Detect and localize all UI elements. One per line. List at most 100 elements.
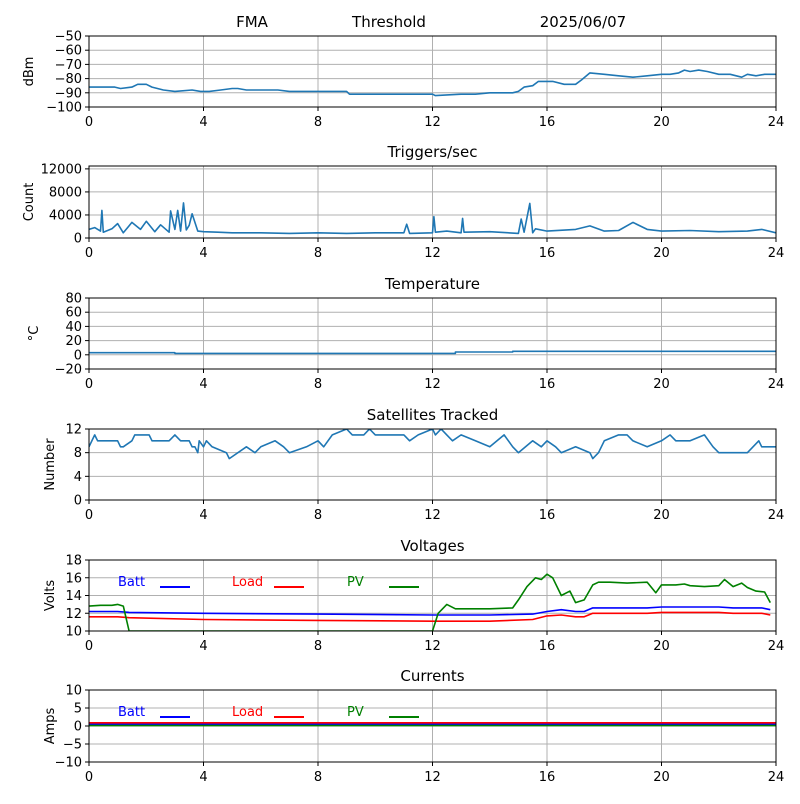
y-axis-label: Amps <box>43 707 58 744</box>
x-tick-label: 4 <box>199 508 207 523</box>
y-tick-label: 8000 <box>49 185 82 200</box>
x-tick-label: 20 <box>653 246 670 261</box>
x-tick-label: 4 <box>199 246 207 261</box>
panel-voltages: 0 4 8 12 16 20 24 10 12 14 16 18 Voltages Volts Batt Lo… <box>43 537 784 654</box>
y-tick-label: 40 <box>65 320 82 335</box>
x-tick-label: 24 <box>768 115 785 130</box>
y-axis-label: Volts <box>43 580 58 612</box>
x-tick-label: 20 <box>653 377 670 392</box>
legend-label-batt: Batt <box>118 575 145 590</box>
y-tick-label: 18 <box>65 554 82 569</box>
legend-label-batt: Batt <box>118 705 145 720</box>
panel-threshold: 0 4 8 12 16 20 24 −100−90−80−70−60−50 dBm <box>22 30 784 131</box>
y-tick-label: 8 <box>74 446 82 461</box>
y-axis-label: Number <box>43 438 58 491</box>
x-tick-label: 4 <box>199 770 207 785</box>
series-line-pv <box>89 573 772 631</box>
y-tick-label: −20 <box>55 363 82 378</box>
panel-title: Triggers/sec <box>387 143 478 161</box>
legend-label-load: Load <box>232 575 263 590</box>
x-tick-label: 12 <box>424 508 441 523</box>
panel-satellites: 0 4 8 12 16 20 24 0 4 8 12 Satellites Tracked Number <box>43 406 784 523</box>
y-tick-label: 12 <box>65 607 82 622</box>
y-tick-label: 5 <box>74 702 82 717</box>
series-line <box>89 350 776 355</box>
legend-label-pv: PV <box>347 575 364 590</box>
panel-title: Voltages <box>400 537 464 555</box>
y-tick-label: 80 <box>65 292 82 307</box>
x-tick-label: 0 <box>85 246 93 261</box>
x-tick-label: 0 <box>85 770 93 785</box>
y-tick-label: 4000 <box>49 208 82 223</box>
x-tick-label: 4 <box>199 377 207 392</box>
x-tick-label: 0 <box>85 639 93 654</box>
series-line <box>89 69 776 97</box>
y-tick-label: −100 <box>46 101 82 116</box>
y-tick-label: 14 <box>65 589 82 604</box>
x-tick-label: 24 <box>768 377 785 392</box>
x-tick-label: 12 <box>424 246 441 261</box>
y-tick-label: 0 <box>74 720 82 735</box>
y-tick-label: 12 <box>65 423 82 438</box>
x-tick-label: 8 <box>314 246 322 261</box>
x-tick-label: 8 <box>314 115 322 130</box>
panel-triggers: 0 4 8 12 16 20 24 0 4000 8000 12000 Triggers/sec Cou… <box>22 143 784 261</box>
x-tick-label: 20 <box>653 508 670 523</box>
y-tick-label: −60 <box>55 44 82 59</box>
x-tick-label: 16 <box>539 246 556 261</box>
y-tick-label: 0 <box>74 348 82 363</box>
y-tick-label: 10 <box>65 625 82 640</box>
x-tick-label: 0 <box>85 508 93 523</box>
x-tick-label: 4 <box>199 639 207 654</box>
header-date: 2025/06/07 <box>540 13 626 31</box>
y-tick-label: −70 <box>55 58 82 73</box>
x-tick-label: 8 <box>314 508 322 523</box>
x-tick-label: 8 <box>314 377 322 392</box>
panel-title: Currents <box>400 667 464 685</box>
x-tick-label: 24 <box>768 508 785 523</box>
x-tick-label: 12 <box>424 639 441 654</box>
x-tick-label: 24 <box>768 770 785 785</box>
x-tick-label: 16 <box>539 115 556 130</box>
x-tick-label: 20 <box>653 639 670 654</box>
x-tick-label: 24 <box>768 246 785 261</box>
y-tick-label: −5 <box>63 738 82 753</box>
y-tick-label: 0 <box>74 232 82 247</box>
y-axis-label: Count <box>22 183 37 222</box>
legend-label-pv: PV <box>347 705 364 720</box>
y-tick-label: 20 <box>65 334 82 349</box>
x-tick-label: 16 <box>539 639 556 654</box>
series-line-load <box>89 611 771 623</box>
header-station: FMA <box>236 13 269 31</box>
y-tick-label: 10 <box>65 684 82 699</box>
y-tick-label: 12000 <box>41 162 82 177</box>
x-tick-label: 12 <box>424 770 441 785</box>
legend-label-load: Load <box>232 705 263 720</box>
header-label: Threshold <box>351 13 426 31</box>
x-tick-label: 8 <box>314 770 322 785</box>
panel-title: Satellites Tracked <box>367 406 498 424</box>
y-tick-label: 60 <box>65 306 82 321</box>
x-tick-label: 4 <box>199 115 207 130</box>
x-tick-label: 16 <box>539 508 556 523</box>
series-line-batt <box>89 606 771 616</box>
x-tick-label: 12 <box>424 377 441 392</box>
x-tick-label: 24 <box>768 639 785 654</box>
panel-currents: 0 4 8 12 16 20 24 −10 −5 0 5 10 Currents Amps Batt Load… <box>43 667 784 785</box>
y-axis-label: °C <box>27 326 42 342</box>
x-tick-label: 8 <box>314 639 322 654</box>
panel-title: Temperature <box>384 275 480 293</box>
x-tick-label: 16 <box>539 377 556 392</box>
y-tick-label: −90 <box>55 86 82 101</box>
y-tick-label: 4 <box>74 470 82 485</box>
y-tick-label: −50 <box>55 30 82 45</box>
y-axis-label: dBm <box>22 57 37 87</box>
x-tick-label: 20 <box>653 115 670 130</box>
y-tick-label: −10 <box>55 756 82 771</box>
y-tick-label: −80 <box>55 72 82 87</box>
x-tick-label: 0 <box>85 377 93 392</box>
y-tick-label: 16 <box>65 571 82 586</box>
